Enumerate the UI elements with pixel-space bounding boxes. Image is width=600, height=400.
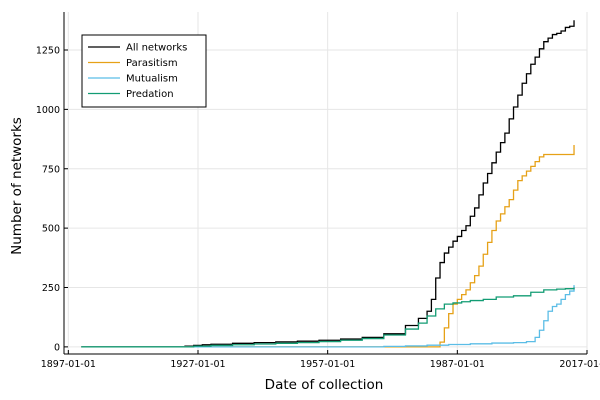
x-tick-label: 1897-01-01: [41, 359, 96, 370]
axes: [63, 12, 588, 355]
x-tick-label: 1987-01-01: [430, 359, 485, 370]
legend-label-all-networks: All networks: [126, 43, 187, 54]
series-line-parasitism: [81, 145, 575, 348]
legend-label-mutualism: Mutualism: [126, 74, 178, 85]
series-line-mutualism: [81, 285, 575, 348]
x-tick-label: 1957-01-01: [300, 359, 355, 370]
y-tick-label: 500: [42, 224, 60, 235]
x-axis-title: Date of collection: [265, 377, 384, 393]
y-axis-title: Number of networks: [9, 117, 25, 255]
series-line-predation: [81, 287, 575, 348]
legend: All networks Parasitism Mutualism Predation: [81, 34, 207, 108]
y-tick-label: 1000: [36, 105, 60, 116]
x-tick-label: 1927-01-01: [170, 359, 225, 370]
y-tick-label: 750: [42, 164, 60, 175]
legend-label-predation: Predation: [126, 89, 174, 100]
series-line-all-networks: [81, 20, 575, 348]
x-tick-label: 2017-01-01: [559, 359, 600, 370]
tick-labels: 1897-01-01 1927-01-01 1957-01-01 1987-01-01…: [36, 46, 600, 371]
y-tick-label: 250: [42, 283, 60, 294]
series-lines: [81, 20, 575, 348]
y-tick-label: 0: [54, 342, 60, 353]
legend-label-parasitism: Parasitism: [126, 58, 178, 69]
y-tick-label: 1250: [36, 46, 60, 57]
